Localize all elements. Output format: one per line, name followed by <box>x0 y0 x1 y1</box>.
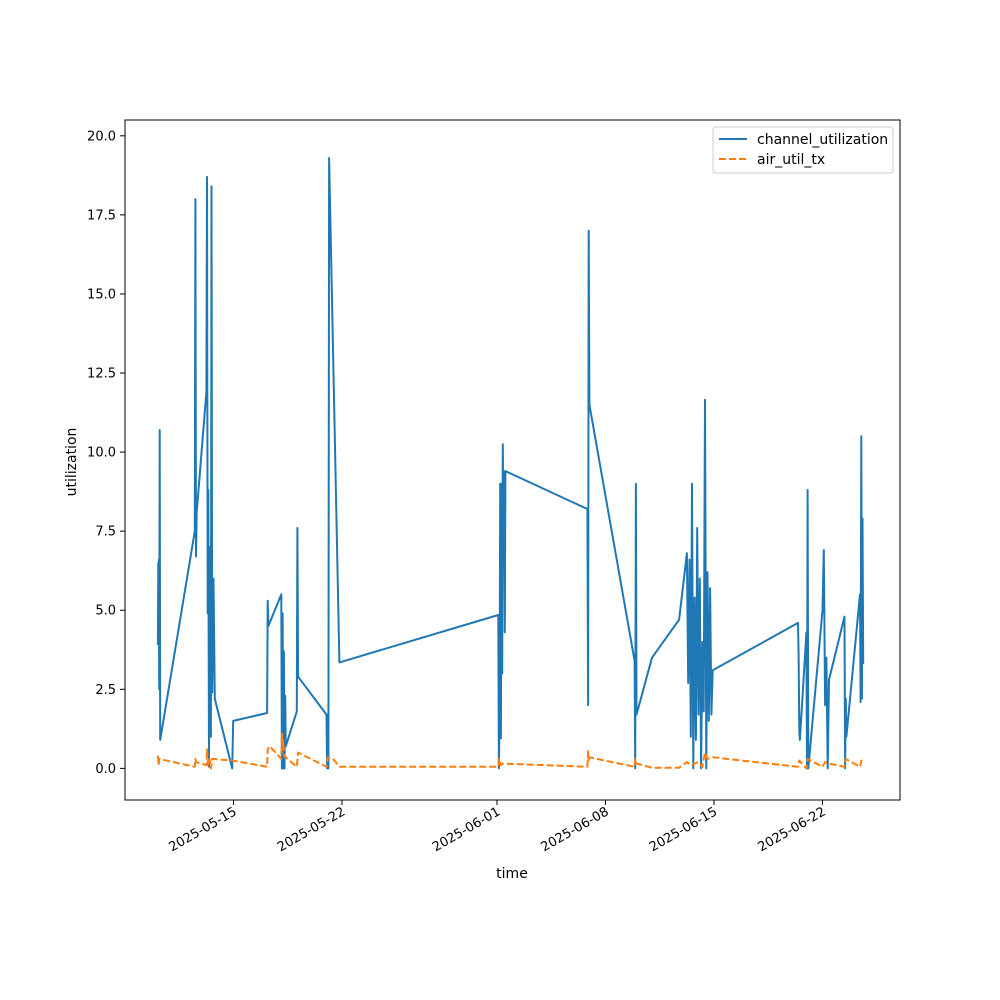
y-tick-label: 10.0 <box>87 446 116 461</box>
legend-box <box>712 126 894 174</box>
y-tick-label: 2.5 <box>95 683 116 698</box>
y-tick-label: 20.0 <box>87 129 116 144</box>
plot-frame <box>124 119 901 801</box>
y-tick-label: 7.5 <box>95 525 116 540</box>
y-tick-label: 5.0 <box>95 604 116 619</box>
y-tick-label: 12.5 <box>87 367 116 382</box>
y-tick-label: 0.0 <box>95 762 116 777</box>
series-line-channel-utilization <box>156 157 865 770</box>
y-axis-label: utilization <box>64 428 80 497</box>
legend-label-air-util-tx: air_util_tx <box>757 152 825 168</box>
series-layer <box>156 157 865 770</box>
series-line-air-util-tx <box>156 732 864 770</box>
y-axis: 0.0 2.5 5.0 7.5 10.0 12.5 15.0 17.5 20.0 <box>87 129 125 777</box>
y-tick-label: 15.0 <box>87 287 116 302</box>
y-tick-label: 17.5 <box>87 208 116 223</box>
legend-label-channel-utilization: channel_utilization <box>757 132 888 148</box>
legend: channel_utilization air_util_tx <box>712 126 894 174</box>
x-axis-label: time <box>496 866 528 882</box>
